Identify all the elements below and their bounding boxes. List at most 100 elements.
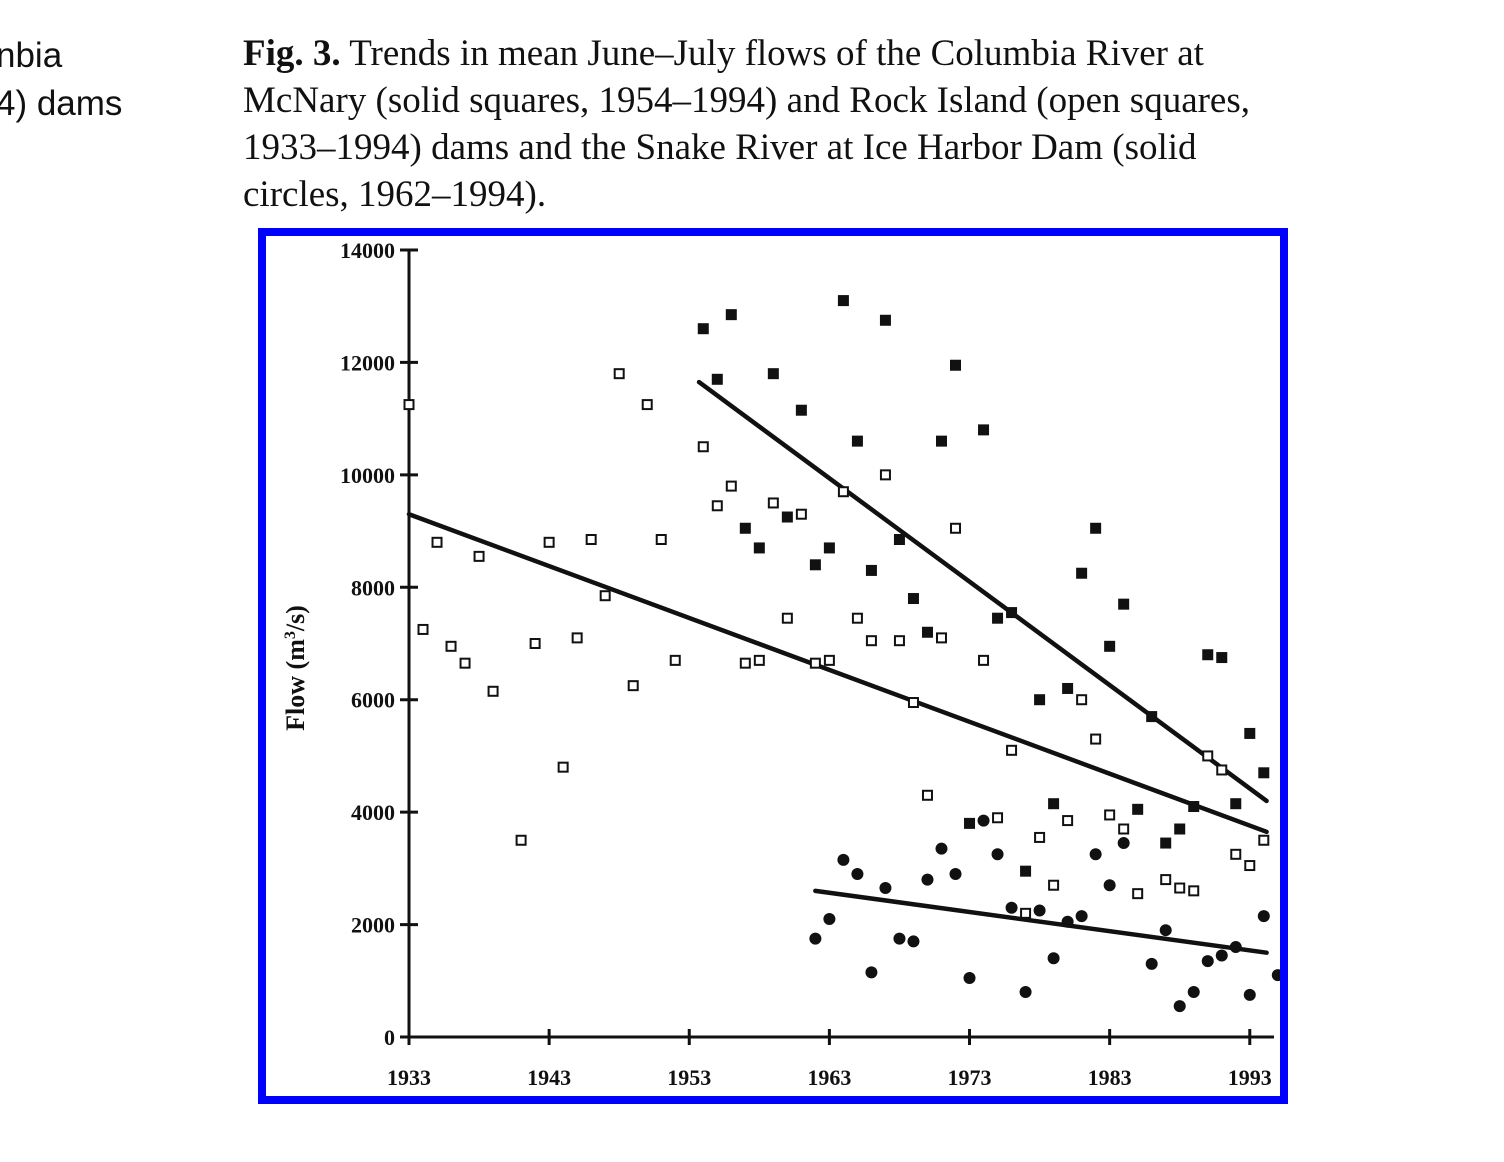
open-square-point — [879, 469, 891, 481]
trend-line — [696, 379, 1269, 804]
open-square-point — [837, 486, 849, 498]
open-square-point — [403, 399, 415, 411]
solid-circle-point — [893, 932, 906, 945]
solid-square-point — [725, 309, 737, 321]
solid-circle-point — [1019, 986, 1032, 999]
open-square-point — [655, 534, 667, 546]
solid-square-point — [767, 368, 779, 380]
y-tick-label: 14000 — [340, 238, 395, 263]
open-square-point — [515, 834, 527, 846]
solid-square-point — [1132, 803, 1144, 815]
solid-circle-point — [921, 873, 934, 886]
open-square-point — [711, 500, 723, 512]
solid-circle-point — [935, 842, 948, 855]
solid-circle-point — [949, 867, 962, 880]
solid-square-point — [823, 542, 835, 554]
open-square-point — [950, 522, 962, 534]
solid-square-point — [1118, 598, 1130, 610]
x-tick-label: 1963 — [807, 1065, 851, 1090]
x-tick-label: 1953 — [667, 1065, 711, 1090]
solid-square-point — [1048, 798, 1060, 810]
open-square-point — [753, 654, 765, 666]
open-square-point — [851, 612, 863, 624]
solid-square-point — [1160, 837, 1172, 849]
solid-square-point — [851, 435, 863, 447]
solid-circle-point — [1145, 957, 1158, 970]
trend-line — [813, 888, 1269, 955]
solid-circle-point — [1061, 915, 1074, 928]
open-square-point — [1132, 888, 1144, 900]
solid-square-point — [1062, 682, 1074, 694]
adjacent-column-fragment: nbia 4) dams — [0, 32, 140, 128]
solid-square-point — [1006, 607, 1018, 619]
solid-square-point — [1104, 640, 1116, 652]
solid-circle-point — [1173, 1000, 1186, 1013]
solid-square-point — [978, 424, 990, 436]
solid-circle-point — [1229, 941, 1242, 954]
y-tick-label: 2000 — [351, 913, 395, 938]
solid-circle-point — [1257, 910, 1270, 923]
solid-circle-point — [837, 853, 850, 866]
y-tick-label: 0 — [384, 1025, 395, 1050]
y-axis-label-end: /s) — [281, 605, 310, 632]
solid-circle-point — [963, 971, 976, 984]
open-square-point — [935, 632, 947, 644]
solid-square-point — [865, 564, 877, 576]
open-square-point — [1188, 885, 1200, 897]
open-square-point — [1020, 907, 1032, 919]
open-square-point — [571, 632, 583, 644]
chart-frame: 1933 1943 1953 1963 1973 1983 1993 0 2000 4000 600… — [258, 228, 1288, 1104]
y-tick-label: 6000 — [351, 688, 395, 713]
solid-circle-point — [823, 912, 836, 925]
open-square-point — [627, 680, 639, 692]
solid-square-point — [1244, 727, 1256, 739]
open-square-point — [893, 635, 905, 647]
solid-circle-point — [1243, 988, 1256, 1001]
solid-square-point — [1090, 522, 1102, 534]
solid-square-point — [1020, 865, 1032, 877]
x-tick-label: 1993 — [1228, 1065, 1272, 1090]
solid-square-point — [711, 373, 723, 385]
open-square-point — [431, 536, 443, 548]
open-square-point — [487, 685, 499, 697]
open-square-point — [1104, 809, 1116, 821]
solid-circle-point — [1089, 848, 1102, 861]
open-square-point — [529, 638, 541, 649]
solid-circle-point — [977, 814, 990, 827]
solid-square-point — [697, 323, 709, 335]
solid-square-point — [893, 534, 905, 546]
solid-square-point — [964, 817, 976, 829]
open-square-point — [1202, 750, 1214, 762]
solid-square-point — [837, 295, 849, 307]
open-square-point — [767, 497, 779, 509]
solid-circle-point — [1159, 924, 1172, 937]
open-square-point — [823, 654, 835, 666]
open-square-point — [459, 657, 471, 669]
open-square-point — [669, 654, 681, 666]
open-square-point — [781, 612, 793, 624]
solid-square-point — [907, 593, 919, 605]
open-square-point — [417, 623, 429, 635]
open-square-point — [641, 399, 653, 411]
open-square-point — [1230, 848, 1242, 860]
x-tick-label: 1983 — [1088, 1065, 1132, 1090]
x-tick-label: 1973 — [948, 1065, 992, 1090]
scatter-chart: 1933 1943 1953 1963 1973 1983 1993 0 2000 4000 600… — [281, 238, 1284, 1090]
open-square-point — [795, 508, 807, 520]
solid-circle-point — [1103, 879, 1116, 892]
open-square-point — [445, 640, 457, 652]
open-square-point — [907, 697, 919, 709]
solid-square-point — [1174, 823, 1186, 835]
solid-circle-point — [879, 882, 892, 895]
open-square-point — [1034, 831, 1046, 843]
figure-label: Fig. 3. — [243, 33, 341, 74]
solid-circle-point — [1047, 952, 1060, 965]
y-axis-label-main: Flow (m — [281, 639, 310, 731]
open-square-point — [1160, 874, 1172, 886]
open-square-point — [557, 761, 569, 773]
data-points — [403, 295, 1284, 1013]
trend-line — [406, 511, 1269, 835]
solid-square-point — [950, 359, 962, 371]
y-tick-label: 8000 — [351, 575, 395, 600]
open-square-point — [1216, 764, 1228, 776]
